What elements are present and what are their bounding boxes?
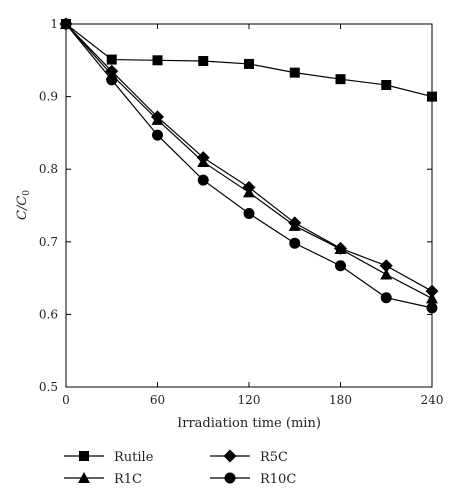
data-point-r1c [426,292,438,304]
data-point-r5c [425,284,439,298]
x-tick-label: 120 [238,393,261,407]
data-point-rutile [152,55,163,66]
data-point-r10c [243,207,255,219]
legend-item-r10c: R10C [210,472,296,487]
data-point-r10c [335,260,346,272]
y-tick-label: 0.7 [39,235,58,249]
legend: Rutile R1C R5C R10C [64,449,296,487]
x-tick-label: 0 [62,393,70,407]
legend-item-rutile: Rutile [64,450,154,465]
x-ticks: 0 60 120 180 240 [62,24,443,407]
legend-marker [79,451,89,461]
data-point-rutile [335,74,346,85]
data-point-rutile [198,56,209,67]
legend-label: R10C [260,472,296,487]
data-point-r10c [152,129,163,141]
legend-label: R1C [114,472,142,487]
legend-marker [223,449,237,463]
y-axis-label-main: C/C [15,196,30,220]
data-point-rutile [106,54,117,65]
x-tick-label: 240 [421,393,444,407]
data-point-r5c [288,216,302,230]
y-tick-label: 0.8 [39,162,58,176]
data-point-rutile [289,67,300,78]
data-point-r10c [60,18,72,30]
y-tick-label: 1 [50,17,58,31]
data-point-r10c [380,292,392,304]
y-tick-label: 0.9 [39,90,58,104]
series-rutile [61,19,437,102]
x-axis-label: Irradiation time (min) [177,416,321,431]
y-axis-label: C/C0 [15,190,32,220]
y-axis-label-subscript: 0 [22,190,32,196]
data-point-r5c [379,259,393,273]
data-point-r10c [426,302,438,314]
plot-frame [65,23,433,388]
legend-marker [224,472,236,484]
y-ticks: 0.5 0.6 0.7 0.8 0.9 1 [39,17,432,394]
data-point-r5c [105,64,119,78]
legend-item-r5c: R5C [210,449,288,465]
data-point-rutile [427,91,437,102]
series-r5c [59,17,439,298]
data-point-r5c [196,151,210,165]
data-point-rutile [381,79,392,90]
legend-label: Rutile [114,450,154,465]
data-point-r5c [151,110,164,124]
data-point-r10c [197,174,209,186]
x-tick-label: 180 [329,393,352,407]
series-layer [59,17,439,314]
data-point-r10c [106,74,118,86]
data-point-r1c [380,268,393,280]
legend-marker [78,472,90,483]
legend-item-r1c: R1C [64,472,142,487]
legend-label: R5C [260,450,288,465]
x-tick-label: 60 [150,393,165,407]
y-tick-label: 0.6 [39,307,58,321]
axes [65,23,433,388]
data-point-r10c [289,237,301,249]
data-point-rutile [244,58,254,69]
data-point-r5c [242,180,256,194]
y-tick-label: 0.5 [39,380,58,394]
data-point-r5c [334,241,347,255]
series-r10c [60,18,438,314]
